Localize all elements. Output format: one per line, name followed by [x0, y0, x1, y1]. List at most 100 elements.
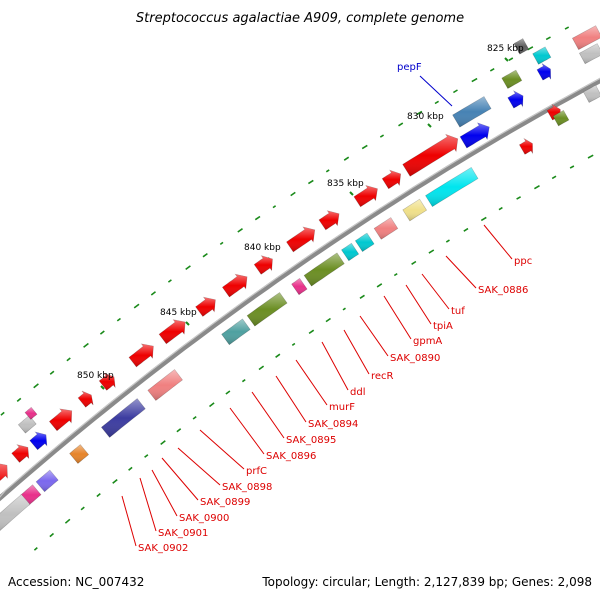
feature-shading	[402, 199, 427, 221]
feature-shading	[254, 255, 273, 275]
gc-skew-dash	[516, 196, 521, 200]
tick-label-835: 835 kbp	[327, 179, 364, 189]
feature-shading	[99, 373, 116, 391]
gc-skew-dash	[112, 478, 118, 484]
gc-skew-dash	[49, 532, 55, 538]
gc-skew-dash	[258, 365, 265, 371]
gc-skew-dash	[160, 440, 166, 446]
label-leader-line	[321, 341, 349, 391]
tick-mark	[349, 191, 354, 196]
gc-skew-dash	[80, 506, 85, 511]
tick-mark	[504, 57, 509, 62]
gc-skew-dash	[176, 428, 182, 433]
tick-label-850: 850 kbp	[77, 371, 114, 381]
feature-shading	[374, 217, 398, 240]
gene-label-sak-0890[interactable]: SAK_0890	[390, 353, 440, 364]
gc-skew-dash	[361, 144, 368, 150]
accession-text: Accession: NC_007432	[8, 575, 144, 589]
gc-skew-dash	[587, 154, 594, 159]
gene-label-sak-0886[interactable]: SAK_0886	[478, 285, 528, 296]
feature-shading	[0, 463, 8, 481]
gene-label-sak-0895[interactable]: SAK_0895	[286, 435, 336, 446]
label-leader-line	[275, 375, 307, 423]
gc-skew-dash	[254, 215, 261, 221]
gc-skew-dash	[308, 329, 315, 335]
tick-mark	[185, 321, 190, 326]
gene-label-tpia[interactable]: tpiA	[433, 321, 453, 332]
gene-label-sak-0902[interactable]: SAK_0902	[138, 543, 188, 554]
gc-skew-dash	[434, 100, 440, 105]
feature-shading	[195, 297, 216, 317]
gc-skew-dash	[545, 36, 551, 41]
gene-label-sak-0900[interactable]: SAK_0900	[179, 513, 229, 524]
label-leader-line	[151, 469, 178, 517]
gc-skew-dash	[83, 342, 89, 348]
gene-label-sak-0901[interactable]: SAK_0901	[158, 528, 208, 539]
gc-skew-dash	[376, 283, 383, 288]
gene-label-sak-0896[interactable]: SAK_0896	[266, 451, 316, 462]
gc-skew-dash	[144, 454, 149, 458]
gc-skew-dash	[209, 402, 215, 408]
feature-shading	[247, 292, 288, 327]
gene-label-prfc[interactable]: prfC	[246, 466, 267, 477]
feature-shading	[507, 90, 524, 109]
label-leader-line	[295, 359, 328, 406]
position-ticks	[100, 57, 509, 390]
label-leader-line	[419, 75, 453, 107]
gene-label-sak-0894[interactable]: SAK_0894	[308, 419, 358, 430]
genome-backbone	[0, 77, 600, 502]
label-leaders	[121, 75, 513, 547]
label-leader-line	[251, 391, 285, 439]
feature-shading	[355, 233, 375, 252]
gc-skew-dash	[33, 547, 38, 551]
gc-skew-dash	[291, 342, 296, 346]
label-leader-line	[383, 295, 412, 340]
gc-skew-dash	[551, 175, 557, 180]
feature-shading	[382, 170, 401, 189]
gc-skew-dash	[33, 383, 39, 389]
gc-skew-dash	[416, 110, 423, 116]
tick-label-830: 830 kbp	[407, 112, 444, 122]
feature-shading	[537, 63, 551, 81]
gc-skew-dash	[564, 26, 570, 30]
gene-label-pepf[interactable]: pepF	[397, 62, 422, 73]
feature-shading	[572, 25, 600, 50]
feature-track	[0, 25, 600, 531]
gc-skew-dash	[185, 265, 191, 271]
gene-label-sak-0899[interactable]: SAK_0899	[200, 497, 250, 508]
feature-shading	[159, 319, 186, 344]
gc-skew-dash	[325, 317, 331, 323]
gc-skew-dash	[116, 317, 121, 322]
gene-label-ddl[interactable]: ddl	[350, 387, 365, 398]
gc-skew-dash	[202, 252, 208, 258]
gc-skew-dash	[150, 291, 156, 296]
label-leader-line	[121, 495, 137, 547]
feature-shading	[460, 122, 490, 148]
label-leader-line	[421, 273, 450, 310]
feature-shading	[36, 470, 59, 492]
gc-skew-track	[0, 26, 594, 551]
gc-skew-dash	[128, 466, 133, 471]
feature-shading	[304, 252, 345, 287]
gc-skew-dash	[463, 227, 469, 232]
gene-label-gpma[interactable]: gpmA	[413, 336, 442, 347]
gene-label-murf[interactable]: murF	[329, 402, 355, 413]
gc-skew-dash	[241, 378, 246, 383]
label-leader-line	[177, 447, 221, 486]
gc-skew-dash	[379, 134, 385, 138]
gene-label-recr[interactable]: recR	[371, 371, 394, 382]
gc-skew-dash	[64, 518, 71, 524]
label-leader-line	[483, 224, 513, 260]
gc-skew-dash	[411, 260, 417, 265]
feature-shading	[341, 243, 359, 261]
gene-label-sak-0898[interactable]: SAK_0898	[222, 482, 272, 493]
gc-skew-dash	[96, 492, 101, 498]
tick-label-840: 840 kbp	[244, 243, 281, 253]
feature-shading	[402, 134, 458, 177]
gene-label-tuf[interactable]: tuf	[451, 306, 465, 317]
gene-label-ppc[interactable]: ppc	[514, 256, 532, 267]
gc-skew-dash	[489, 68, 495, 72]
feature-shading	[25, 407, 37, 420]
tick-mark	[427, 123, 432, 128]
